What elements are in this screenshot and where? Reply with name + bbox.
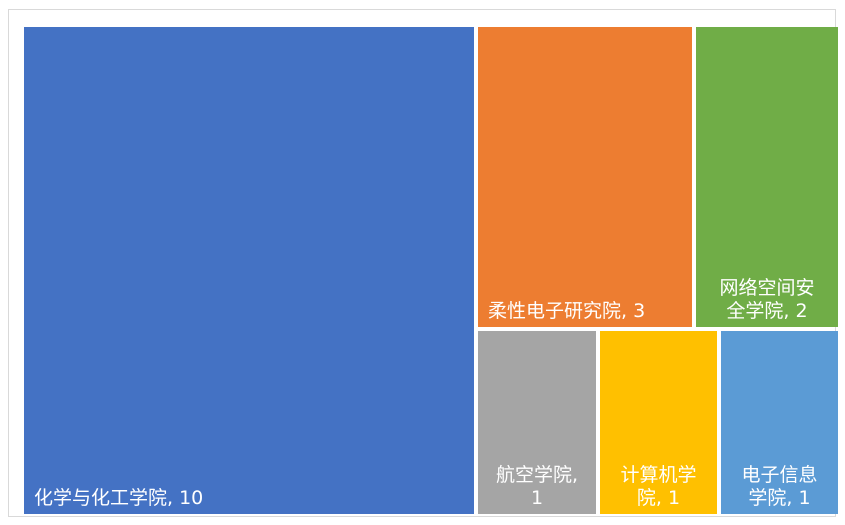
treemap-tile-rect [600,331,717,514]
treemap-tile: 柔性电子研究院, 3 [478,27,692,327]
treemap-tile-label: 全学院, 2 [726,300,807,322]
treemap-tile-label: 柔性电子研究院, 3 [488,300,645,322]
treemap-tile-label: 学院, 1 [748,487,810,509]
treemap-tile-rect [478,331,596,514]
treemap-tile-rect [24,27,474,514]
treemap-tile-label: 1 [531,487,543,509]
treemap-tile-label: 航空学院, [496,464,578,486]
treemap-tile-label: 计算机学 [620,464,696,486]
treemap-tile-rect [478,27,692,327]
treemap-tile-rect [721,331,838,514]
treemap-tile-label: 化学与化工学院, 10 [34,487,203,509]
treemap-tile-rect [696,27,838,327]
treemap-tile-label: 网络空间安 [719,277,814,299]
treemap-tile: 航空学院,1 [478,331,596,514]
treemap-tile: 化学与化工学院, 10 [24,27,474,514]
treemap-tile-label: 院, 1 [637,487,680,509]
treemap-tile-label: 电子信息 [741,464,817,486]
